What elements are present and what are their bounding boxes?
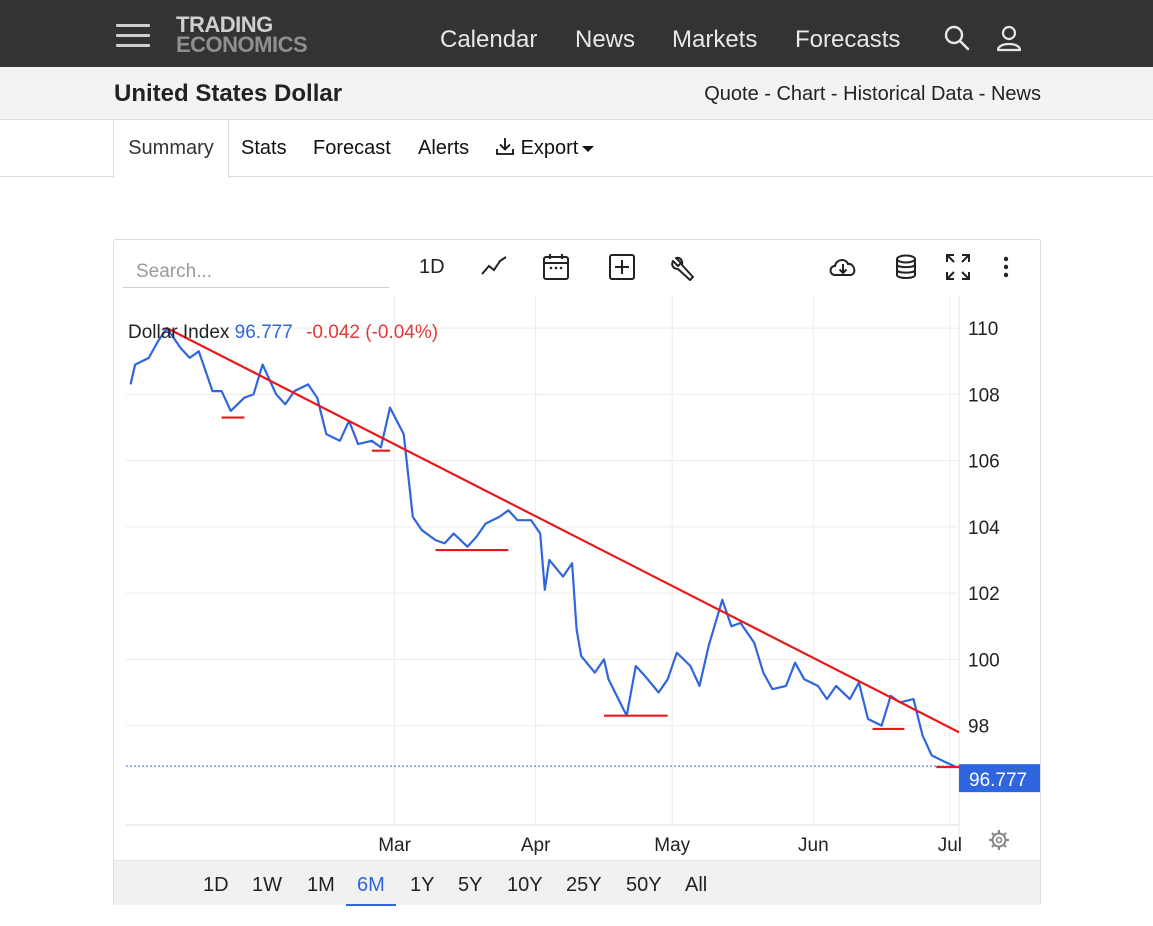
logo-line-2: ECONOMICS [176,32,308,57]
trendline [166,327,960,734]
user-icon[interactable] [995,24,1023,52]
last-price-tag-text: 96.777 [969,770,1027,791]
section-tabs: Summary Stats Forecast Alerts Export [0,120,1153,178]
range-1w[interactable]: 1W [252,874,282,896]
chart-widget: 1D 110 108 106 104 102 100 98 Mar Apr May Jun Jul [113,239,1041,906]
add-indicator-icon[interactable] [608,252,636,282]
range-all[interactable]: All [685,874,708,896]
range-6m[interactable]: 6M [346,874,396,906]
link-quote[interactable]: Quote [704,83,759,105]
chart-axis-ticks: 110 108 106 104 102 100 98 Mar Apr May Jun Jul [378,319,1000,856]
legend-value: 96.777 [234,322,293,343]
logo-line-1: TRADING [176,12,273,37]
y-tick-label: 100 [968,650,1000,671]
trading-economics-logo[interactable]: TRADING ECONOMICS [176,12,308,57]
range-50y[interactable]: 50Y [626,874,662,896]
line-chart-type-icon[interactable] [480,252,508,282]
link-historical-data[interactable]: Historical Data [843,83,974,105]
x-tick-label: Apr [521,835,551,856]
range-1d[interactable]: 1D [203,874,229,896]
trend-annotations [166,327,964,769]
range-10y[interactable]: 10Y [507,874,543,896]
range-1y[interactable]: 1Y [410,874,435,896]
y-tick-label: 104 [968,518,1000,539]
tab-forecast[interactable]: Forecast [313,137,391,159]
tab-alerts[interactable]: Alerts [418,137,470,159]
range-25y[interactable]: 25Y [566,874,602,896]
cloud-download-icon[interactable] [827,252,859,282]
x-tick-label: Mar [378,835,411,856]
y-tick-label: 110 [968,319,998,340]
nav-news[interactable]: News [575,26,636,53]
tab-export[interactable]: Export [495,120,595,177]
wrench-icon[interactable] [670,252,698,282]
legend-series-name: Dollar Index [128,322,230,343]
y-tick-label: 98 [968,717,989,738]
export-label: Export [520,137,579,159]
top-navigation-bar: TRADING ECONOMICS Calendar News Markets … [0,0,1153,67]
calendar-icon[interactable] [542,252,570,282]
link-news[interactable]: News [990,83,1041,105]
range-1m[interactable]: 1M [307,874,335,896]
x-tick-label: Jul [938,835,962,856]
page-title: United States Dollar [114,80,343,107]
x-tick-label: May [654,835,690,856]
interval-selector[interactable]: 1D [419,255,445,278]
y-tick-label: 108 [968,385,1000,406]
range-5y[interactable]: 5Y [458,874,483,896]
nav-forecasts[interactable]: Forecasts [795,26,901,53]
chart-settings-icon[interactable] [989,830,1009,850]
y-tick-label: 102 [968,584,1000,605]
chart-legend: Dollar Index 96.777 -0.042 (-0.04%) [128,322,438,344]
chevron-down-icon [582,145,595,152]
last-price-tag [959,764,1040,793]
tab-summary[interactable]: Summary [113,120,229,178]
nav-markets[interactable]: Markets [672,26,758,53]
time-range-selector: 1D 1W 1M 6M 1Y 5Y 10Y 25Y 50Y All [114,860,1040,906]
tab-stats[interactable]: Stats [241,137,287,159]
chart-gridlines [126,295,960,855]
page-header: United States Dollar Quote - Chart - His… [0,67,1153,120]
legend-change: -0.042 (-0.04%) [306,322,439,343]
link-chart[interactable]: Chart [776,83,826,105]
nav-calendar[interactable]: Calendar [440,26,538,53]
page-links: Quote - Chart - Historical Data - News [704,83,1041,105]
menu-icon[interactable] [116,24,150,48]
more-options-icon[interactable] [998,252,1014,282]
chart-search-input[interactable] [123,256,389,288]
database-icon[interactable] [893,252,919,282]
dollar-index-line [129,326,955,768]
x-tick-label: Jun [798,835,829,856]
search-icon[interactable] [943,24,971,52]
download-icon [496,138,514,155]
y-tick-label: 106 [968,452,1000,473]
fullscreen-icon[interactable] [944,252,972,282]
price-chart: 110 108 106 104 102 100 98 Mar Apr May Jun Jul 96.7… [126,295,1040,856]
